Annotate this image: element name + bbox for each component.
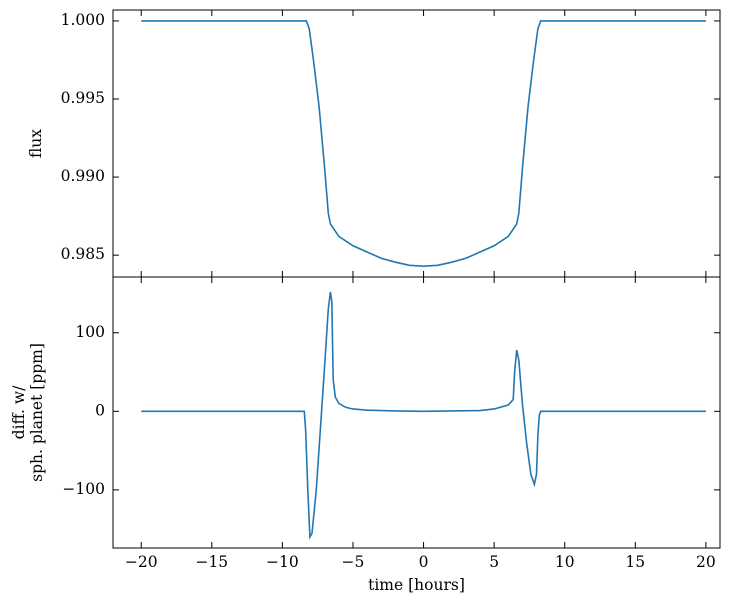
x-tick-label: 5 [489,553,499,571]
y-axis-label: sph. planet [ppm] [28,343,46,482]
axes-frame [112,9,721,278]
y-axis-label: flux [27,129,45,158]
axes-frame [112,276,721,549]
x-tick-label: 20 [696,553,716,571]
y-tick-label: −100 [62,480,105,498]
x-tick-label: −20 [125,553,158,571]
x-tick-label: 10 [555,553,575,571]
x-tick-label: −15 [195,553,228,571]
y-tick-label: 0.985 [61,245,105,263]
y-axis-label: diff. w/ [10,385,28,439]
data-line [141,291,706,540]
x-tick-label: 15 [625,553,645,571]
x-tick-label: −10 [266,553,299,571]
x-axis-label: time [hours] [368,576,465,594]
y-tick-label: 1.000 [61,11,105,29]
x-tick-label: −5 [342,553,365,571]
x-tick-label: 0 [419,553,429,571]
y-tick-label: 100 [75,323,105,341]
y-tick-label: 0.995 [61,89,105,107]
y-tick-label: 0 [95,401,105,419]
y-tick-label: 0.990 [61,167,105,185]
data-line [141,20,706,268]
